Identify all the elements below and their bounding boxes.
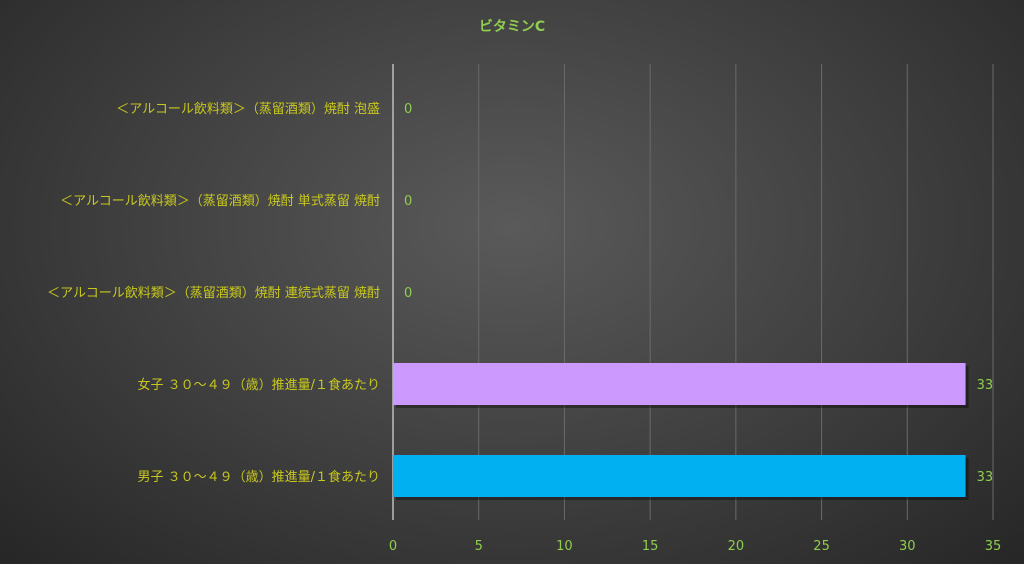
- x-tick-label: 10: [556, 539, 573, 554]
- category-label: 男子 ３０～４９（歳）推進量/１食あたり: [137, 469, 380, 485]
- x-tick-label: 20: [728, 539, 745, 554]
- data-label: 33: [977, 378, 994, 393]
- x-tick-label: 15: [642, 539, 659, 554]
- bar: [393, 455, 966, 497]
- category-label: ＜アルコール飲料類＞（蒸留酒類）焼酎 単式蒸留 焼酎: [60, 193, 380, 209]
- x-tick-label: 5: [475, 539, 483, 554]
- x-tick-label: 30: [899, 539, 916, 554]
- x-tick-label: 35: [985, 539, 1002, 554]
- data-label: 33: [977, 470, 994, 485]
- x-tick-label: 25: [813, 539, 830, 554]
- data-label: 0: [404, 194, 412, 209]
- data-label: 0: [404, 286, 412, 301]
- category-label: 女子 ３０～４９（歳）推進量/１食あたり: [137, 377, 380, 393]
- data-label: 0: [404, 102, 412, 117]
- category-label: ＜アルコール飲料類＞（蒸留酒類）焼酎 連続式蒸留 焼酎: [47, 285, 380, 301]
- bar: [393, 363, 966, 405]
- chart-title: ビタミンC: [478, 19, 546, 35]
- x-tick-label: 0: [389, 539, 397, 554]
- category-label: ＜アルコール飲料類＞（蒸留酒類）焼酎 泡盛: [116, 101, 380, 117]
